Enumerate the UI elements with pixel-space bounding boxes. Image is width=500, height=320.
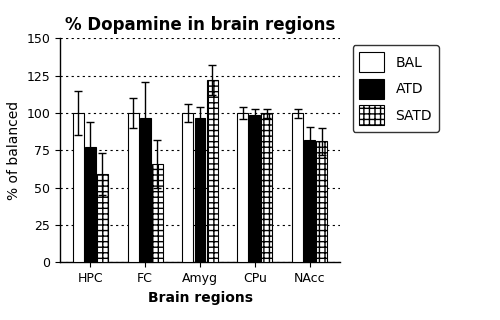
X-axis label: Brain regions: Brain regions xyxy=(148,291,252,305)
Bar xyxy=(250,115,260,262)
Bar xyxy=(140,117,150,262)
Bar xyxy=(316,141,328,262)
Bar xyxy=(97,174,108,262)
Bar xyxy=(262,113,272,262)
Bar xyxy=(292,113,303,262)
Bar xyxy=(128,113,138,262)
Bar xyxy=(152,164,162,262)
Y-axis label: % of balanced: % of balanced xyxy=(7,101,21,200)
Legend: BAL, ATD, SATD: BAL, ATD, SATD xyxy=(352,45,439,132)
Bar xyxy=(85,148,96,262)
Bar xyxy=(206,80,218,262)
Bar xyxy=(304,140,315,262)
Bar xyxy=(238,113,248,262)
Bar xyxy=(72,113,84,262)
Bar xyxy=(194,117,205,262)
Bar xyxy=(182,113,194,262)
Title: % Dopamine in brain regions: % Dopamine in brain regions xyxy=(65,16,335,34)
